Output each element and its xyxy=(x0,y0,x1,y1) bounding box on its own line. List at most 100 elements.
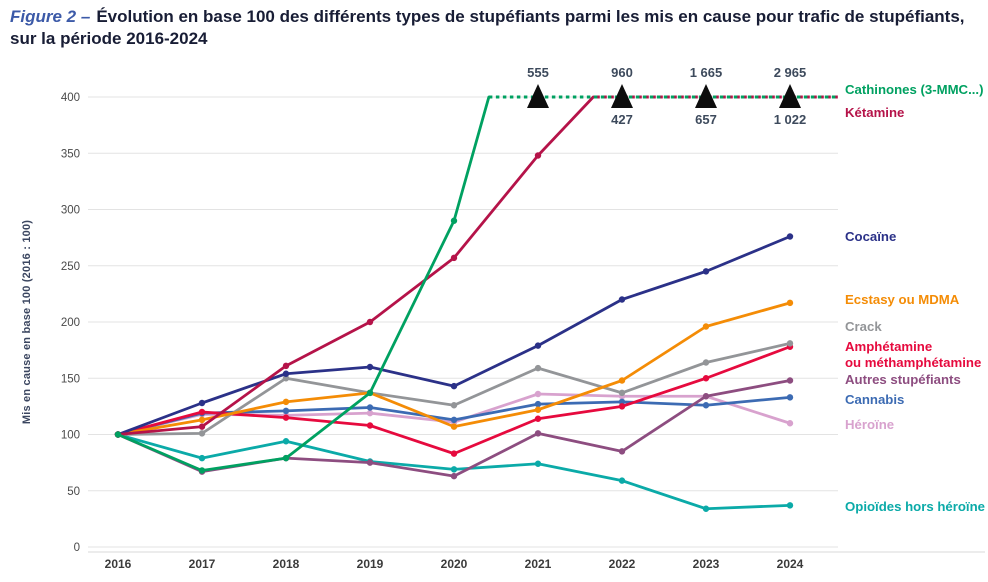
overflow-value-above: 2 965 xyxy=(774,65,807,80)
data-point-crack xyxy=(534,364,542,372)
data-point-cocaine xyxy=(534,342,542,349)
data-point-cathinones xyxy=(282,454,290,462)
data-point-amphetamine xyxy=(450,450,458,457)
data-point-ecstasy xyxy=(618,377,626,384)
legend-label-cannabis: Cannabis xyxy=(845,392,905,407)
data-point-ecstasy xyxy=(702,323,710,330)
data-point-cocaine xyxy=(702,268,710,275)
legend-label-ecstasy: Ecstasy ou MDMA xyxy=(845,292,960,307)
x-tick-label: 2019 xyxy=(357,557,384,571)
data-point-heroine xyxy=(786,420,794,427)
data-point-autres-stupefiants xyxy=(702,393,710,400)
overflow-value-below: 657 xyxy=(695,112,717,127)
legend-label-autres-stupefiants: Autres stupéfiants xyxy=(845,372,961,387)
overflow-value-below: 1 022 xyxy=(774,112,807,127)
data-point-opioides xyxy=(618,477,626,484)
data-point-ecstasy xyxy=(198,416,206,424)
data-point-ecstasy xyxy=(786,299,794,307)
data-point-cannabis xyxy=(450,416,458,424)
data-point-ketamine xyxy=(282,362,290,370)
x-tick-label: 2021 xyxy=(525,557,552,571)
x-tick-label: 2018 xyxy=(273,557,300,571)
x-tick-label: 2022 xyxy=(609,557,636,571)
legend-label-opioides: Opioïdes hors héroïne xyxy=(845,499,985,514)
y-tick-label: 250 xyxy=(61,261,80,273)
data-point-ketamine xyxy=(198,423,206,430)
data-point-cannabis xyxy=(366,404,374,411)
data-point-autres-stupefiants xyxy=(618,448,626,455)
data-point-cocaine xyxy=(450,382,458,390)
data-point-crack xyxy=(618,389,626,397)
legend-label-crack: Crack xyxy=(845,319,882,334)
y-axis-title: Mis en cause en base 100 (2016 : 100) xyxy=(21,219,33,425)
data-point-ketamine xyxy=(450,254,458,262)
y-tick-label: 300 xyxy=(61,205,80,217)
data-point-crack xyxy=(786,340,794,347)
data-point-ecstasy xyxy=(282,398,290,406)
overflow-triangle xyxy=(611,84,633,108)
y-tick-label: 350 xyxy=(61,148,80,160)
overflow-triangle xyxy=(695,84,717,108)
data-point-amphetamine xyxy=(282,414,290,421)
data-point-cannabis xyxy=(534,400,542,408)
data-point-amphetamine xyxy=(366,422,374,429)
overflow-value-above: 1 665 xyxy=(690,65,723,80)
figure-title-text: Évolution en base 100 des différents typ… xyxy=(10,7,965,48)
data-point-cannabis xyxy=(786,394,794,401)
data-point-amphetamine xyxy=(534,415,542,422)
x-tick-label: 2023 xyxy=(693,557,720,571)
data-point-ecstasy xyxy=(450,423,458,430)
y-tick-label: 150 xyxy=(61,373,80,385)
series-line-cathinones xyxy=(116,95,491,472)
data-point-cannabis xyxy=(282,407,290,415)
data-point-opioides xyxy=(198,454,206,462)
page-title: Figure 2 – Évolution en base 100 des diff… xyxy=(10,6,976,50)
data-point-cocaine xyxy=(198,399,206,407)
data-point-ecstasy xyxy=(534,406,542,413)
figure-number-label: Figure 2 – xyxy=(10,7,91,26)
data-point-opioides xyxy=(534,460,542,467)
overflow-triangle xyxy=(779,84,801,108)
data-point-cocaine xyxy=(282,370,290,377)
x-tick-label: 2020 xyxy=(441,557,468,571)
data-point-opioides xyxy=(450,466,458,473)
data-point-crack xyxy=(198,430,206,437)
data-point-opioides xyxy=(702,505,710,512)
data-point-cathinones xyxy=(198,467,206,474)
x-tick-label: 2017 xyxy=(189,557,216,571)
data-point-ketamine xyxy=(366,318,374,326)
data-point-cannabis xyxy=(702,402,710,409)
data-point-cocaine xyxy=(618,296,626,303)
data-point-crack xyxy=(702,359,710,366)
data-point-cathinones xyxy=(450,217,458,224)
data-point-cathinones xyxy=(366,389,374,397)
data-point-opioides xyxy=(786,502,794,509)
x-tick-label: 2016 xyxy=(105,557,132,571)
data-point-ketamine xyxy=(534,152,542,159)
overflow-triangle xyxy=(527,84,549,108)
data-point-cocaine xyxy=(366,363,374,371)
data-point-cathinones xyxy=(114,431,122,438)
overflow-value-above: 960 xyxy=(611,65,633,80)
data-point-autres-stupefiants xyxy=(786,377,794,384)
y-tick-label: 0 xyxy=(74,542,80,554)
data-point-autres-stupefiants xyxy=(366,459,374,466)
data-point-cocaine xyxy=(786,233,794,240)
data-point-opioides xyxy=(282,438,290,445)
y-tick-label: 400 xyxy=(61,92,80,104)
data-point-autres-stupefiants xyxy=(450,472,458,480)
y-tick-label: 200 xyxy=(61,317,80,329)
legend-label-cocaine: Cocaïne xyxy=(845,229,897,244)
data-point-amphetamine xyxy=(618,403,626,410)
data-point-heroine xyxy=(366,409,374,417)
data-point-amphetamine xyxy=(198,408,206,416)
y-tick-label: 50 xyxy=(67,486,80,498)
data-point-heroine xyxy=(534,390,542,398)
overflow-value-above: 555 xyxy=(527,65,549,80)
legend-label-cathinones: Cathinones (3-MMC...) xyxy=(845,82,984,97)
y-tick-label: 100 xyxy=(61,430,80,442)
data-point-cannabis xyxy=(618,398,626,406)
x-tick-label: 2024 xyxy=(777,557,804,571)
